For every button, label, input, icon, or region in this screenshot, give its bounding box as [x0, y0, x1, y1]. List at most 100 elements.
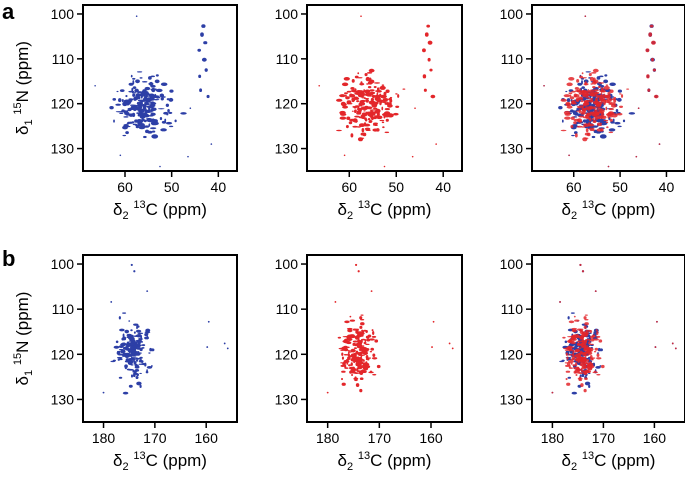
cross-peak: [599, 118, 605, 123]
cross-peak: [361, 329, 364, 332]
cross-peak: [365, 106, 373, 110]
cross-peak: [135, 359, 139, 362]
cross-peak: [148, 104, 155, 109]
cross-peak: [354, 92, 357, 95]
cross-peak: [565, 90, 568, 93]
cross-peak: [165, 121, 173, 125]
cross-peak: [124, 329, 130, 334]
cross-peak: [137, 332, 144, 335]
cross-peak: [364, 89, 371, 94]
cross-peak: [151, 134, 159, 139]
cross-peak: [151, 130, 156, 133]
cross-peak: [588, 117, 592, 120]
cross-peak: [587, 359, 590, 362]
x-tick-label: 50: [164, 179, 180, 195]
cross-peak: [584, 114, 590, 119]
cross-peak: [583, 371, 588, 375]
cross-peak: [125, 101, 131, 106]
cross-peak: [159, 116, 163, 121]
cross-peak: [588, 384, 591, 388]
cross-peak: [150, 75, 155, 78]
cross-peak: [357, 331, 363, 335]
cross-peak: [422, 48, 426, 53]
cross-peak: [351, 374, 354, 376]
cross-peak: [385, 115, 389, 118]
cross-peak: [576, 125, 583, 128]
cross-peak: [560, 129, 567, 132]
cross-peak: [590, 111, 597, 115]
cross-peak: [578, 92, 581, 95]
cross-peak: [603, 100, 606, 106]
cross-peak: [148, 123, 151, 127]
cross-peak: [128, 340, 134, 342]
cross-peak: [119, 154, 122, 157]
cross-peak: [140, 99, 144, 103]
cross-peak: [118, 348, 124, 351]
cross-peak: [575, 348, 580, 353]
cross-peak: [362, 108, 368, 110]
cross-peak: [573, 315, 576, 318]
cross-peak: [142, 118, 145, 122]
cross-peak: [599, 75, 604, 78]
cross-peak: [132, 123, 138, 126]
cross-peak: [368, 121, 372, 123]
cross-peak: [128, 337, 134, 340]
cross-peak: [137, 341, 141, 345]
cross-peak: [130, 329, 133, 332]
cross-peak: [125, 345, 128, 348]
cross-peak: [352, 125, 358, 128]
cross-peak: [600, 90, 606, 93]
cross-peak: [135, 15, 138, 18]
cross-peak: [145, 371, 149, 374]
y-tick-label: 130: [500, 391, 524, 407]
cross-peak: [451, 347, 454, 350]
cross-peak: [367, 118, 371, 121]
sample1-peaks: [94, 15, 213, 168]
cross-peak: [137, 91, 143, 94]
cross-peak: [584, 377, 588, 381]
cross-peak: [367, 80, 373, 85]
cross-peak: [566, 98, 571, 103]
plot-frame: [82, 4, 238, 172]
cross-peak: [628, 112, 636, 115]
cross-peak: [377, 88, 380, 91]
y-tick-label: 100: [500, 6, 524, 22]
cross-peak: [606, 126, 609, 129]
cross-peak: [358, 362, 365, 365]
cross-peak: [150, 96, 155, 100]
cross-peak: [112, 98, 117, 101]
cross-peak: [582, 119, 587, 123]
cross-peak: [603, 85, 610, 90]
cross-peak: [581, 270, 585, 273]
cross-peak: [587, 372, 591, 375]
cross-peak: [588, 127, 595, 131]
cross-peak: [598, 115, 603, 119]
cross-peak: [357, 72, 360, 75]
cross-peak: [574, 89, 582, 93]
cross-peak: [364, 339, 367, 343]
sample1-peaks: [102, 263, 229, 395]
cross-peak: [148, 82, 154, 86]
cross-peak: [617, 125, 622, 128]
cross-peak: [128, 90, 135, 93]
cross-peak: [131, 92, 137, 94]
cross-peak: [369, 338, 375, 341]
cross-peak: [592, 68, 599, 73]
cross-peak: [651, 57, 655, 62]
cross-peak: [573, 118, 580, 122]
cross-peak: [422, 74, 427, 79]
cross-peak: [658, 143, 661, 145]
cross-peak: [383, 114, 386, 119]
cross-peak: [369, 350, 373, 353]
cross-peak: [348, 357, 351, 360]
cross-peak: [146, 111, 153, 113]
cross-peak: [134, 363, 138, 366]
cross-peak: [589, 347, 594, 351]
cross-peak: [574, 133, 578, 138]
cross-peak: [616, 112, 623, 116]
cross-peak: [635, 155, 638, 158]
cross-peak: [381, 84, 385, 86]
cross-peak: [346, 100, 350, 105]
cross-peak: [384, 108, 390, 111]
x-tick-label: 40: [211, 179, 227, 195]
